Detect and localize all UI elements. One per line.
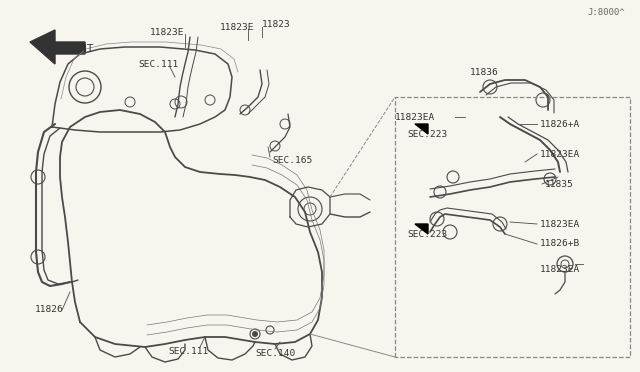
Text: SEC.223: SEC.223 — [407, 129, 447, 138]
Text: J:8000^: J:8000^ — [588, 7, 625, 16]
Text: SEC.165: SEC.165 — [272, 155, 312, 164]
Text: 11823: 11823 — [262, 19, 291, 29]
Text: 11826+B: 11826+B — [540, 240, 580, 248]
Text: 11823E: 11823E — [150, 28, 184, 36]
Text: FRONT: FRONT — [58, 44, 93, 54]
Text: 11826: 11826 — [35, 305, 64, 314]
Polygon shape — [30, 30, 85, 64]
Text: SEC.111: SEC.111 — [138, 60, 179, 68]
Text: 11823EA: 11823EA — [540, 150, 580, 158]
Circle shape — [253, 331, 257, 337]
Text: 11823EA: 11823EA — [540, 266, 580, 275]
Text: 11823EA: 11823EA — [540, 219, 580, 228]
Text: SEC.140: SEC.140 — [255, 350, 295, 359]
Polygon shape — [415, 124, 428, 134]
Text: 11835: 11835 — [545, 180, 573, 189]
Text: SEC.111: SEC.111 — [168, 347, 208, 356]
Text: 11823E: 11823E — [220, 22, 255, 32]
Text: 11826+A: 11826+A — [540, 119, 580, 128]
Text: 11823EA: 11823EA — [395, 112, 435, 122]
Text: 11836: 11836 — [470, 67, 499, 77]
Text: SEC.223: SEC.223 — [407, 230, 447, 238]
Polygon shape — [415, 224, 428, 234]
